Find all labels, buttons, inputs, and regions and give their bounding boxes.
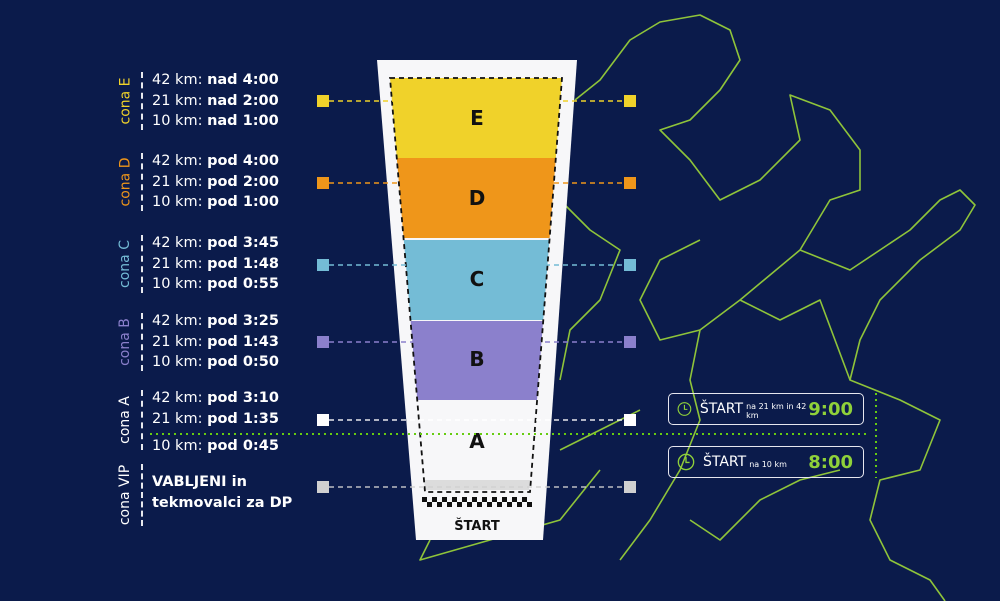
time-row: 21 km: pod 2:00 bbox=[152, 173, 279, 190]
zone-marker-square bbox=[317, 336, 329, 348]
zone-marker-square bbox=[624, 481, 636, 493]
zone-label: cona VIP bbox=[117, 464, 134, 526]
time-row: 21 km: pod 1:43 bbox=[152, 333, 279, 350]
band-c bbox=[403, 240, 550, 320]
band-vip bbox=[424, 480, 530, 490]
zone-b: cona B 42 km: pod 3:25 21 km: pod 1:43 1… bbox=[112, 311, 292, 373]
checker-square bbox=[432, 497, 437, 502]
time-row: 42 km: nad 4:00 bbox=[152, 72, 279, 88]
checker-square bbox=[427, 502, 432, 507]
time-row: 42 km: pod 3:45 bbox=[152, 235, 279, 251]
checker-square bbox=[527, 502, 532, 507]
checker-square bbox=[487, 502, 492, 507]
checker-square bbox=[447, 502, 452, 507]
zone-label: cona D bbox=[117, 157, 134, 207]
zone-marker-square bbox=[317, 414, 329, 426]
time-row: 21 km: nad 2:00 bbox=[152, 92, 279, 109]
checker-square bbox=[512, 497, 517, 502]
checker-square bbox=[452, 497, 457, 502]
zone-marker-square bbox=[624, 336, 636, 348]
band-b bbox=[410, 321, 544, 400]
time-row: 21 km: pod 1:48 bbox=[152, 255, 279, 272]
zone-letter-d: D bbox=[469, 186, 486, 210]
zone-connectors bbox=[317, 95, 636, 493]
zone-letter-e: E bbox=[470, 106, 484, 130]
zone-marker-square bbox=[624, 95, 636, 107]
zone-marker-square bbox=[317, 259, 329, 271]
time-row: 10 km: pod 1:00 bbox=[152, 194, 279, 210]
time-row: 10 km: pod 0:45 bbox=[152, 438, 279, 454]
zone-marker-square bbox=[317, 95, 329, 107]
zone-label: cona A bbox=[117, 396, 133, 444]
runner-outline bbox=[419, 14, 976, 601]
checker-square bbox=[462, 497, 467, 502]
zone-letter-b: B bbox=[469, 347, 484, 371]
zone-vip: cona VIP VABLJENI in tekmovalci za DP bbox=[112, 462, 292, 528]
vip-text-line: VABLJENI in bbox=[152, 474, 247, 490]
checker-square bbox=[497, 502, 502, 507]
checker-square bbox=[467, 502, 472, 507]
checker-square bbox=[507, 502, 512, 507]
checker-square bbox=[492, 497, 497, 502]
checker-square bbox=[457, 502, 462, 507]
zone-letter-a: A bbox=[469, 429, 485, 453]
vip-text-line: tekmovalci za DP bbox=[152, 495, 293, 511]
zone-c: cona C 42 km: pod 3:45 21 km: pod 1:48 1… bbox=[112, 233, 292, 295]
zone-label: cona E bbox=[117, 77, 134, 125]
zone-label: cona C bbox=[117, 240, 134, 288]
time-row: 10 km: nad 1:00 bbox=[152, 113, 279, 129]
checker-square bbox=[437, 502, 442, 507]
checker-square bbox=[442, 497, 447, 502]
zone-letter-c: C bbox=[470, 267, 485, 291]
time-row: 42 km: pod 4:00 bbox=[152, 153, 279, 169]
checkered-start-line bbox=[422, 497, 532, 507]
checker-square bbox=[517, 502, 522, 507]
zone-label: cona B bbox=[117, 318, 133, 366]
time-row: 10 km: pod 0:50 bbox=[152, 354, 279, 370]
clock-icon bbox=[677, 453, 695, 471]
zone-marker-square bbox=[624, 177, 636, 189]
checker-square bbox=[472, 497, 477, 502]
time-row: 10 km: pod 0:55 bbox=[152, 276, 279, 292]
checker-square bbox=[422, 497, 427, 502]
checker-square bbox=[477, 502, 482, 507]
start-time-10km: ŠTART na 10 km 8:00 bbox=[668, 446, 864, 478]
clock-icon bbox=[677, 402, 692, 416]
checker-square bbox=[502, 497, 507, 502]
zone-marker-square bbox=[317, 481, 329, 493]
time-row: 21 km: pod 1:35 bbox=[152, 410, 279, 427]
time-row: 42 km: pod 3:10 bbox=[152, 390, 279, 406]
zone-marker-square bbox=[624, 414, 636, 426]
checker-square bbox=[482, 497, 487, 502]
zone-d: cona D 42 km: pod 4:00 21 km: pod 2:00 1… bbox=[112, 151, 292, 213]
checker-square bbox=[522, 497, 527, 502]
band-d bbox=[396, 158, 556, 238]
zone-marker-square bbox=[624, 259, 636, 271]
corral-outline bbox=[389, 77, 563, 493]
zone-a: cona A 42 km: pod 3:10 21 km: pod 1:35 1… bbox=[112, 388, 292, 454]
start-label: ŠTART bbox=[454, 518, 500, 534]
band-e bbox=[390, 78, 562, 158]
zone-marker-square bbox=[317, 177, 329, 189]
start-time-21-42km: ŠTART na 21 km in 42 km 9:00 bbox=[668, 393, 864, 425]
zone-e: cona E 42 km: nad 4:00 21 km: nad 2:00 1… bbox=[112, 70, 292, 132]
time-row: 42 km: pod 3:25 bbox=[152, 313, 279, 329]
